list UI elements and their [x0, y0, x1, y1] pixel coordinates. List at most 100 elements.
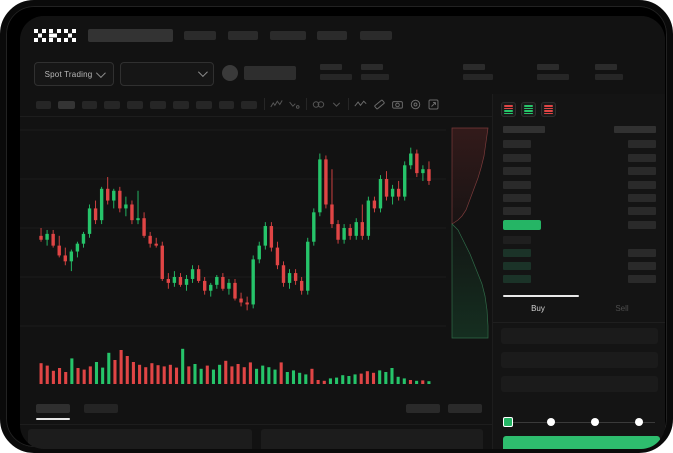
tab-sell[interactable]: Sell: [615, 304, 629, 313]
depth-chart-svg: [451, 127, 489, 339]
stepper-step-2[interactable]: [547, 418, 555, 426]
bottom-action-2[interactable]: [448, 404, 482, 413]
bottom-panel-left[interactable]: [28, 429, 252, 449]
bottom-panels: [20, 426, 492, 449]
market-stat-2-value: [361, 74, 389, 80]
market-stat-1-label: [320, 64, 342, 70]
chart-type-icon[interactable]: [288, 98, 301, 111]
timeframe-button-3[interactable]: [82, 101, 97, 109]
orderbook-bid-price-1[interactable]: [503, 236, 531, 244]
amount-percent-stepper[interactable]: [503, 416, 658, 430]
nav-item-1[interactable]: [184, 31, 216, 40]
orderbook-ask-price-2[interactable]: [503, 154, 531, 162]
chevron-down-icon: [197, 67, 208, 78]
orderbook[interactable]: [493, 124, 665, 292]
bottom-tab-1[interactable]: [36, 404, 70, 413]
settings-icon[interactable]: [409, 98, 422, 111]
nav-item-2[interactable]: [228, 31, 258, 40]
orderbook-ask-price-1[interactable]: [503, 140, 531, 148]
orderbook-bid-price-2[interactable]: [503, 249, 531, 257]
compare-icon[interactable]: [312, 98, 325, 111]
orderbook-ask-amount-4: [628, 181, 656, 189]
market-stat-5-label: [595, 64, 617, 70]
volume-chart: [20, 338, 492, 396]
okx-logo[interactable]: [34, 29, 78, 42]
market-stat-5-value: [595, 74, 623, 80]
line-chart-icon[interactable]: [354, 98, 367, 111]
order-price-field[interactable]: [501, 328, 658, 344]
orderbook-header-amount: [614, 126, 656, 133]
market-stat-1: [320, 64, 352, 80]
bottom-panel-right[interactable]: [261, 429, 483, 449]
orderbook-ask-price-5[interactable]: [503, 194, 531, 202]
orderbook-bid-price-4[interactable]: [503, 275, 531, 283]
orderbook-mode-both[interactable]: [501, 102, 516, 117]
camera-icon[interactable]: [391, 98, 404, 111]
market-bar: Spot Trading: [20, 54, 665, 94]
spot-trading-select[interactable]: Spot Trading: [34, 62, 114, 86]
market-stat-4: [537, 64, 569, 80]
orderbook-ask-amount-3: [628, 167, 656, 175]
bottom-action-1[interactable]: [406, 404, 440, 413]
tab-buy[interactable]: Buy: [531, 304, 545, 313]
orderbook-header-price: [503, 126, 545, 133]
spot-trading-label: Spot Trading: [44, 69, 93, 79]
nav-item-4[interactable]: [317, 31, 347, 40]
timeframe-button-8[interactable]: [196, 101, 212, 109]
toolbar-divider: [306, 98, 307, 110]
orderbook-ask-price-3[interactable]: [503, 167, 531, 175]
market-stat-3-label: [463, 64, 485, 70]
market-stat-2: [361, 64, 389, 80]
nav-item-3[interactable]: [270, 31, 306, 40]
orderbook-trade-panel: Buy Sell: [492, 94, 665, 449]
timeframe-button-10[interactable]: [241, 101, 257, 109]
orderbook-spread-row[interactable]: [503, 220, 541, 230]
order-form: [493, 322, 665, 402]
timeframe-button-6[interactable]: [150, 101, 166, 109]
trading-pair-select[interactable]: [120, 62, 214, 86]
avatar: [222, 65, 238, 81]
bottom-tab-2[interactable]: [84, 404, 118, 413]
candlestick-chart[interactable]: [20, 116, 492, 338]
bottom-tab-1-underline: [36, 418, 70, 420]
chevron-down-icon[interactable]: [330, 98, 343, 111]
bid-depth-area: [451, 223, 489, 339]
timeframe-button-7[interactable]: [173, 101, 189, 109]
orderbook-bid-amount-4: [628, 275, 656, 283]
bottom-tab-bar: [20, 398, 492, 425]
volume-chart-svg: [39, 348, 431, 384]
timeframe-button-2[interactable]: [58, 101, 75, 109]
fullscreen-icon[interactable]: [427, 98, 440, 111]
timeframe-button-9[interactable]: [219, 101, 234, 109]
market-stat-1-value: [320, 74, 352, 80]
orderbook-bid-price-3[interactable]: [503, 262, 531, 270]
orderbook-ask-price-4[interactable]: [503, 181, 531, 189]
orderbook-mode-asks[interactable]: [541, 102, 556, 117]
timeframe-button-1[interactable]: [36, 101, 51, 109]
ruler-icon[interactable]: [373, 98, 386, 111]
chart-toolbar: [20, 94, 492, 117]
buy-tab-underline: [503, 295, 579, 297]
timeframe-button-5[interactable]: [127, 101, 143, 109]
orderbook-ask-amount-5: [628, 194, 656, 202]
orderbook-bid-amount-3: [628, 262, 656, 270]
orderbook-bid-amount-2: [628, 249, 656, 257]
submit-order-button[interactable]: [503, 436, 660, 449]
market-stat-2-label: [361, 64, 383, 70]
app-screen: Spot Trading: [20, 16, 665, 449]
stepper-step-3[interactable]: [591, 418, 599, 426]
market-stat-5: [595, 64, 623, 80]
orderbook-view-modes: [501, 102, 556, 117]
stepper-track: [509, 422, 655, 423]
orderbook-mode-bids[interactable]: [521, 102, 536, 117]
nav-item-5[interactable]: [360, 31, 392, 40]
stepper-step-4[interactable]: [635, 418, 643, 426]
orderbook-ask-price-6[interactable]: [503, 207, 531, 215]
order-amount-field[interactable]: [501, 352, 658, 368]
indicators-icon[interactable]: [270, 98, 283, 111]
stepper-step-1-active[interactable]: [503, 417, 513, 427]
timeframe-button-4[interactable]: [104, 101, 120, 109]
order-total-field[interactable]: [501, 376, 658, 392]
header-search-input[interactable]: [88, 29, 173, 42]
